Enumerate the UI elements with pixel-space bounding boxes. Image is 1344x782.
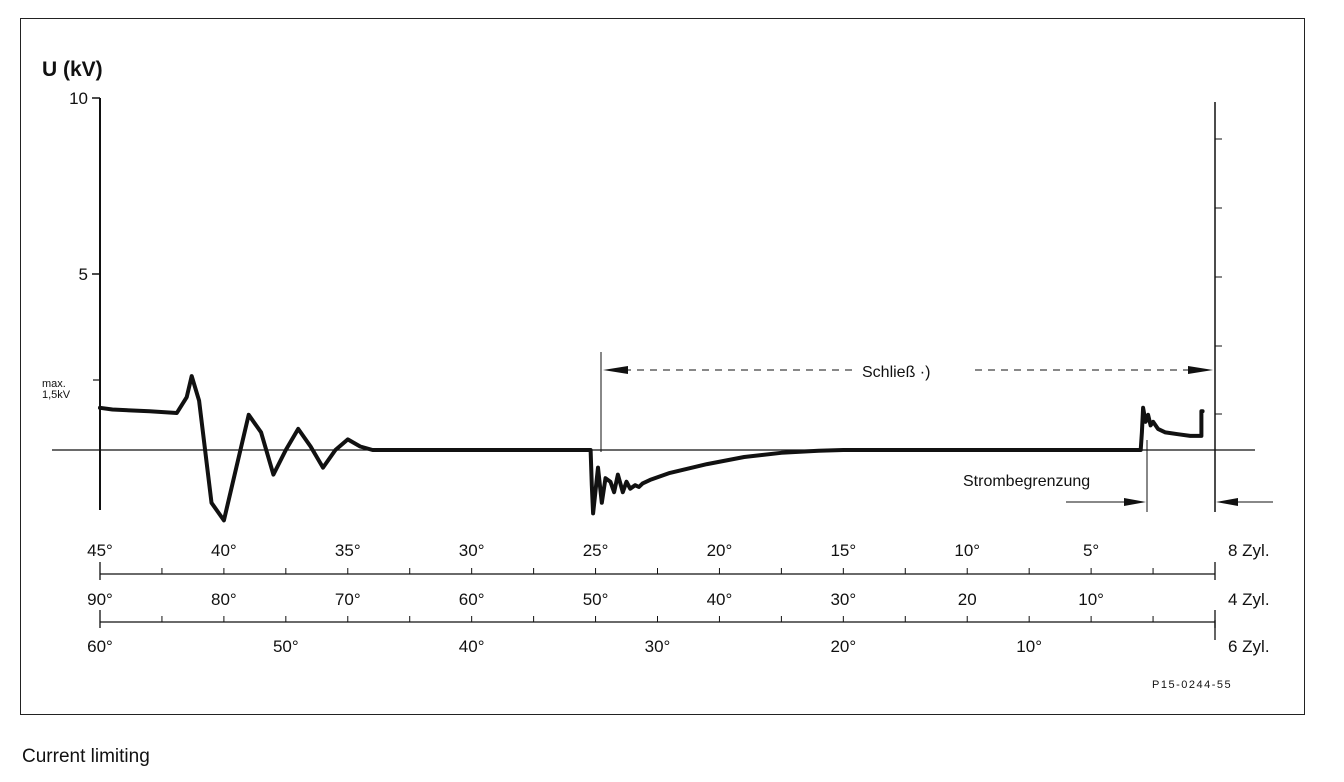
figure-frame <box>20 18 1305 715</box>
x-tick-label: 10° <box>954 541 980 560</box>
x-tick-label: 40° <box>707 590 733 609</box>
current-limit-label: Strombegrenzung <box>963 473 1090 490</box>
figure-code: P15-0244-55 <box>1152 679 1232 691</box>
max-label-line-1: max. <box>42 378 66 390</box>
x-tick-label: 60° <box>87 637 113 656</box>
x-tick-label: 20° <box>830 637 856 656</box>
right-axis-ticks <box>1215 138 1222 415</box>
x-tick-label: 40° <box>211 541 237 560</box>
x-tick-label: 10° <box>1078 590 1104 609</box>
y-tick-layer: 10 5 <box>69 89 100 284</box>
dwell-arrow-left <box>603 366 628 374</box>
x-tick-label: 20 <box>958 590 977 609</box>
x-scale-name: 4 Zyl. <box>1228 590 1270 609</box>
x-tick-label: 20° <box>707 541 733 560</box>
x-tick-label: 40° <box>459 637 485 656</box>
y-axis-label: U (kV) <box>42 58 103 81</box>
x-tick-label: 5° <box>1083 541 1099 560</box>
dwell-label: Schließ ·) <box>862 364 930 381</box>
x-tick-label: 90° <box>87 590 113 609</box>
x-tick-label: 70° <box>335 590 361 609</box>
x-tick-label: 80° <box>211 590 237 609</box>
x-tick-label: 10° <box>1016 637 1042 656</box>
x-tick-label: 15° <box>830 541 856 560</box>
current-limit-arrow-head <box>1124 498 1146 506</box>
x-tick-label: 60° <box>459 590 485 609</box>
x-tick-label: 50° <box>273 637 299 656</box>
x-tick-label: 35° <box>335 541 361 560</box>
dwell-label-gap <box>852 358 972 380</box>
x-scale-name: 8 Zyl. <box>1228 541 1270 560</box>
y-tick-label: 10 <box>69 89 88 108</box>
x-tick-label: 50° <box>583 590 609 609</box>
end-arrow-head <box>1216 498 1238 506</box>
x-scale-name: 6 Zyl. <box>1228 637 1270 656</box>
x-tick-label: 45° <box>87 541 113 560</box>
max-label-line-2: 1,5kV <box>42 389 71 401</box>
x-scale-layer: 45° 40° 35° 30° 25° 20° 15° 10° 5° 8 Zyl. 90° 80° 70… <box>87 541 1269 656</box>
x-tick-label: 25° <box>583 541 609 560</box>
dwell-arrow-right <box>1188 366 1213 374</box>
voltage-waveform <box>98 374 1205 523</box>
y-tick-label: 5 <box>79 265 88 284</box>
figure-caption: Current limiting <box>22 746 150 767</box>
x-tick-label: 30° <box>459 541 485 560</box>
x-tick-label: 30° <box>830 590 856 609</box>
x-tick-label: 30° <box>645 637 671 656</box>
